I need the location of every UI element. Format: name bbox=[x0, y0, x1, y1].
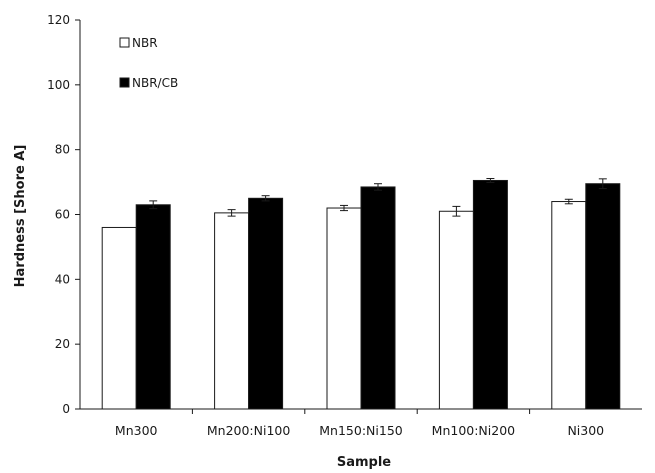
y-tick-label: 0 bbox=[62, 402, 70, 416]
y-tick-label: 80 bbox=[55, 143, 70, 157]
x-axis-title: Sample bbox=[337, 455, 391, 470]
bar bbox=[101, 226, 137, 410]
x-tick-label: Mn100:Ni200 bbox=[432, 423, 516, 438]
x-tick-label: Mn200:Ni100 bbox=[207, 423, 291, 438]
legend-label: NBR bbox=[132, 36, 158, 50]
legend-swatch bbox=[119, 77, 130, 88]
y-axis-title: Hardness [Shore A] bbox=[13, 145, 28, 288]
legend-swatch bbox=[119, 37, 130, 48]
x-tick-label: Ni300 bbox=[567, 423, 604, 438]
bar bbox=[585, 183, 621, 410]
y-tick-label: 120 bbox=[47, 13, 70, 27]
bars-layer bbox=[101, 178, 621, 410]
y-tick-label: 20 bbox=[55, 337, 70, 351]
x-tick-label: Mn150:Ni150 bbox=[319, 423, 403, 438]
bar bbox=[438, 210, 474, 410]
y-ticks: 0 20 40 60 80 100 120 bbox=[47, 13, 80, 416]
y-tick-label: 100 bbox=[47, 78, 70, 92]
bar bbox=[214, 212, 250, 410]
legend-label: NBR/CB bbox=[132, 76, 178, 90]
x-ticks: Mn300 Mn200:Ni100 Mn150:Ni150 Mn100:Ni200 Ni… bbox=[115, 409, 604, 438]
bar bbox=[360, 186, 396, 410]
y-tick-label: 40 bbox=[55, 272, 70, 286]
bar bbox=[551, 201, 587, 410]
legend: NBR NBR/CB bbox=[119, 36, 178, 90]
bar bbox=[326, 207, 362, 410]
bar bbox=[472, 179, 508, 410]
bar bbox=[135, 204, 171, 410]
x-tick-label: Mn300 bbox=[115, 423, 158, 438]
bar bbox=[248, 197, 284, 410]
y-tick-label: 60 bbox=[55, 208, 70, 222]
